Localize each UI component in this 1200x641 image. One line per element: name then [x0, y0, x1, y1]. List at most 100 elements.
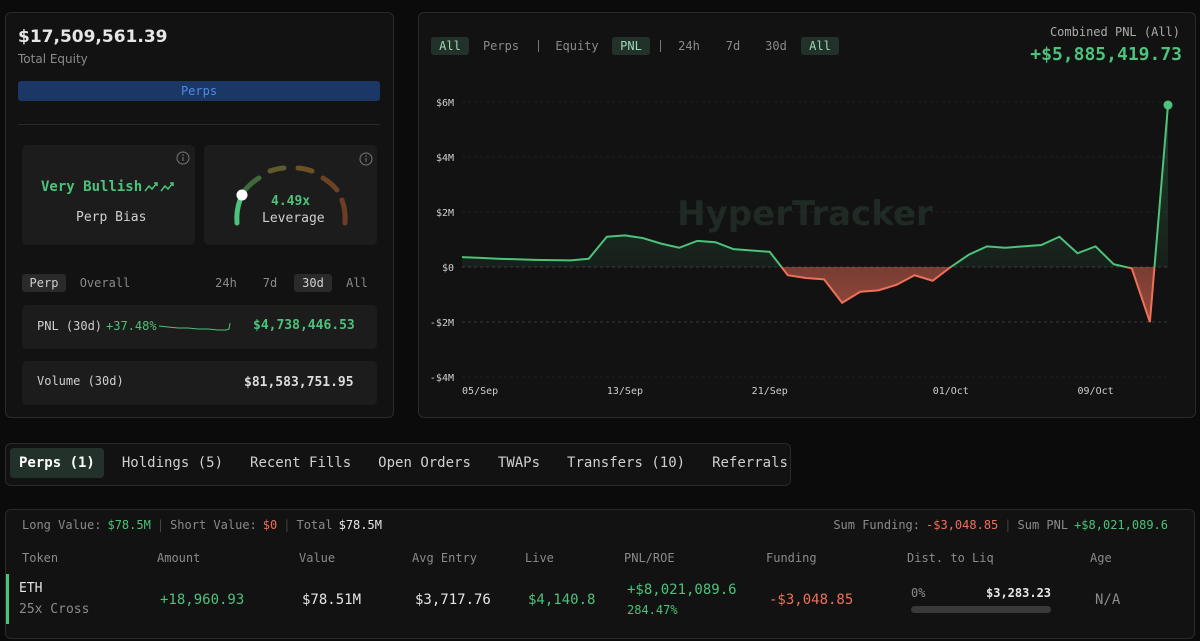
tab[interactable]: Recent Fills — [250, 455, 352, 471]
total-label: Total — [296, 518, 333, 532]
tab[interactable]: Open Orders — [378, 455, 471, 471]
bias-label: Perp Bias — [76, 210, 147, 225]
amount: +18,960.93 — [160, 592, 245, 608]
range-tab[interactable]: All — [346, 276, 368, 290]
volume-label: Volume (30d) — [37, 374, 124, 388]
line-negative — [780, 267, 1156, 323]
volume-card — [22, 361, 377, 405]
short-label: Short Value: — [170, 518, 257, 532]
separator — [660, 40, 661, 52]
end-point — [1163, 100, 1173, 110]
volume-value: $81,583,751.95 — [244, 375, 354, 390]
column-header: Funding — [766, 551, 817, 565]
range-tab[interactable]: 24h — [215, 276, 237, 290]
combined-pnl-value: +$5,885,419.73 — [1030, 44, 1182, 65]
tab[interactable]: Holdings (5) — [121, 455, 224, 471]
funding-value: -$3,048.85 — [926, 518, 999, 532]
watermark: HyperTracker — [677, 194, 933, 234]
tab[interactable]: TWAPs — [497, 455, 541, 471]
leverage-value: 4.49x — [271, 194, 311, 209]
pnl-label: PNL (30d) — [37, 319, 103, 333]
column-header: PNL/ROE — [624, 551, 675, 565]
scope-tab[interactable]: Perp — [22, 274, 66, 292]
total-value: $78.5M — [338, 518, 382, 532]
row-accent — [6, 574, 9, 624]
x-tick-label: 21/Sep — [752, 386, 788, 397]
long-label: Long Value: — [22, 518, 102, 532]
bias-card — [22, 145, 195, 245]
positions-panel — [5, 509, 1195, 639]
line-positive — [461, 104, 1169, 267]
value: $78.51M — [302, 592, 362, 608]
pnl-card — [22, 305, 377, 349]
column-header: Token — [22, 551, 59, 565]
column-header: Value — [299, 551, 336, 565]
tab[interactable]: Transfers (10) — [567, 455, 686, 471]
scope-tab[interactable]: Overall — [79, 276, 131, 290]
dist-pct: 0% — [911, 586, 926, 600]
divider — [18, 124, 380, 125]
row-pnl: +$8,021,089.6 — [627, 582, 737, 598]
chart-type-tab[interactable]: Perps — [482, 39, 520, 53]
info-icon[interactable] — [176, 151, 190, 165]
y-tick-label: $2M — [436, 208, 454, 219]
sum-pnl-label: Sum PNL — [1017, 518, 1069, 532]
pnl-sparkline — [158, 322, 231, 331]
column-header: Live — [525, 551, 554, 565]
trend-icons — [144, 182, 174, 192]
combined-pnl-label: Combined PNL (All) — [1049, 25, 1180, 39]
tab-bar — [5, 443, 791, 486]
x-tick-label: 01/Oct — [933, 386, 969, 397]
pnl-value: $4,738,446.53 — [253, 318, 355, 333]
position-leverage: 25x Cross — [19, 602, 90, 617]
tab[interactable]: Referrals — [712, 455, 788, 471]
dist-bar — [911, 606, 1051, 613]
funding-label: Sum Funding: — [833, 518, 921, 532]
live-price: $4,140.8 — [528, 592, 596, 608]
y-tick-label: $4M — [436, 153, 454, 164]
row-funding: -$3,048.85 — [769, 592, 854, 608]
tabs: Perps (1) Holdings (5) Recent Fills Open Or… — [10, 448, 806, 478]
chart-panel — [418, 12, 1196, 418]
chart-type-tab[interactable]: All — [431, 37, 469, 55]
tab[interactable]: Perps (1) — [10, 448, 104, 478]
leverage-label: Leverage — [262, 211, 325, 226]
avg-entry: $3,717.76 — [415, 592, 491, 608]
leverage-gauge — [234, 152, 373, 226]
x-tick-label: 05/Sep — [462, 386, 498, 397]
y-tick-label: $0 — [442, 263, 454, 274]
chart-range-tab[interactable]: All — [801, 37, 839, 55]
chart-range-tab[interactable]: 7d — [725, 39, 741, 53]
range-tab[interactable]: 7d — [262, 276, 278, 290]
chart-range-tab[interactable]: 24h — [678, 39, 700, 53]
perps-button[interactable]: Perps — [18, 81, 380, 101]
separator — [538, 40, 539, 52]
range-tab[interactable]: 30d — [294, 274, 332, 292]
column-header: Dist. to Liq — [907, 551, 994, 565]
liq-price: $3,283.23 — [986, 586, 1052, 600]
column-header: Avg Entry — [412, 551, 478, 565]
x-tick-label: 09/Oct — [1078, 386, 1114, 397]
long-value: $78.5M — [107, 518, 151, 532]
chart-metric-tab[interactable]: PNL — [612, 37, 650, 55]
bias-value: Very Bullish — [41, 179, 143, 195]
total-equity: $17,509,561.39 — [18, 27, 168, 47]
totals-left: Long Value: $78.5M | Short Value: $0 | Total… — [22, 518, 382, 532]
x-tick-label: 13/Sep — [607, 386, 643, 397]
chart-range-tab[interactable]: 30d — [765, 39, 787, 53]
column-header: Age — [1090, 551, 1112, 565]
chart-metric-tab[interactable]: Equity — [555, 39, 599, 53]
total-equity-label: Total Equity — [18, 52, 88, 66]
y-tick-label: -$4M — [430, 373, 454, 384]
short-value: $0 — [262, 518, 278, 532]
pnl-change: +37.48% — [106, 319, 157, 333]
column-header: Amount — [157, 551, 201, 565]
totals-right: Sum Funding: -$3,048.85 | Sum PNL +$8,021,0… — [833, 518, 1168, 532]
age: N/A — [1095, 592, 1121, 608]
row-roe: 284.47% — [627, 603, 678, 617]
sum-pnl-value: +$8,021,089.6 — [1074, 518, 1168, 532]
area-positive — [462, 105, 1168, 267]
y-tick-label: $6M — [436, 98, 454, 109]
pnl-chart: HyperTracker -$4M -$2M $0 $2M $4M $6M 05/Sep 13… — [430, 98, 1173, 397]
